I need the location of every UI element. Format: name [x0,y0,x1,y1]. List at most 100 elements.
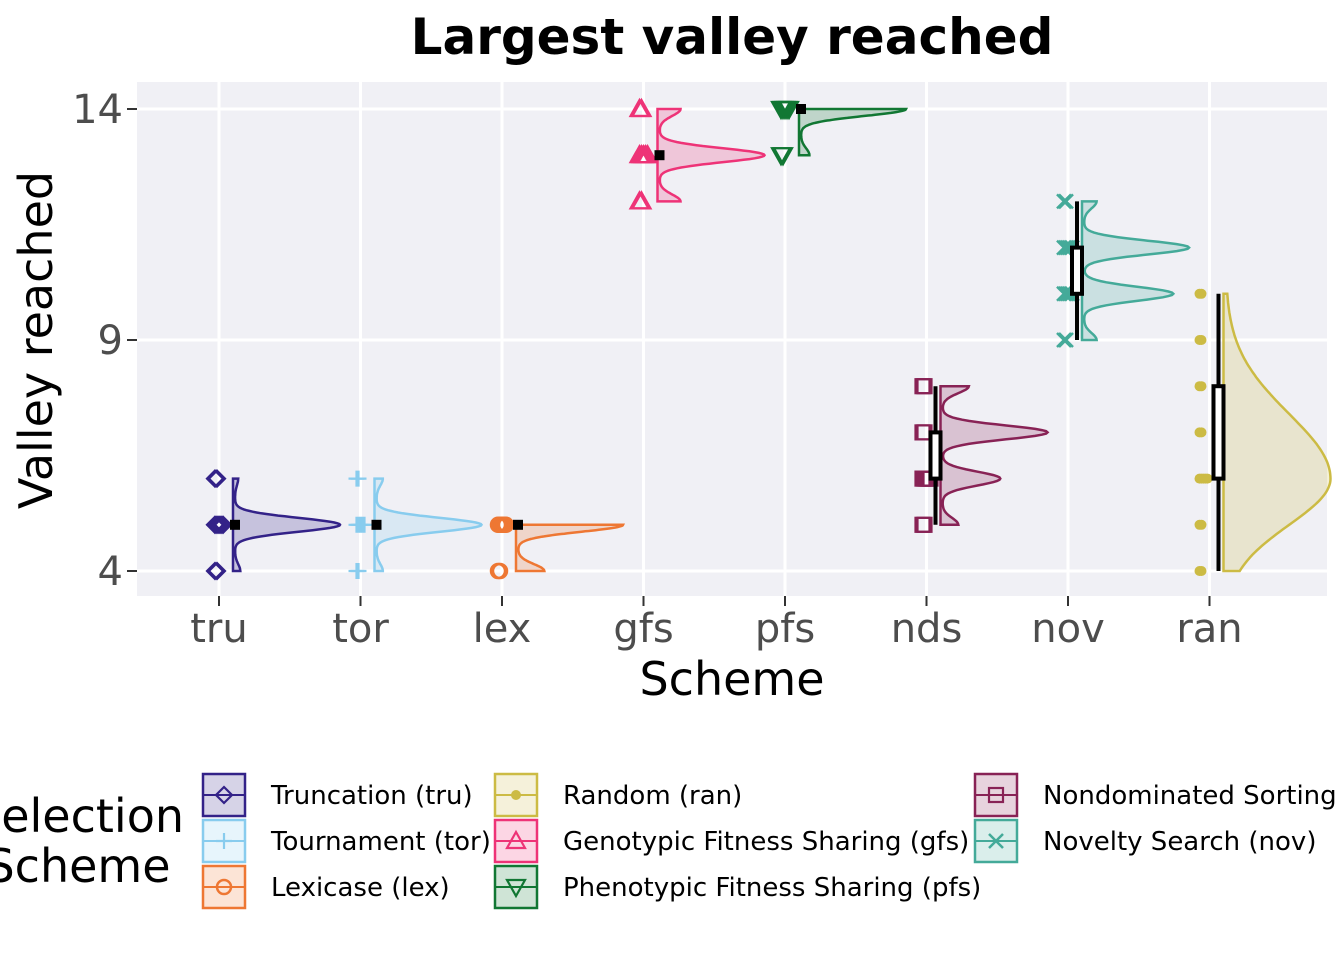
y-axis: 4 9 14 [72,87,137,595]
data-point [772,147,794,167]
legend-marker-icon [987,786,1005,804]
legend-entry-nov: Novelty Search (nov) [973,818,1316,864]
points-gfs [628,97,659,210]
data-point [209,515,229,535]
data-point [1196,381,1207,392]
density-cloud-gfs [656,107,767,203]
data-point [207,469,227,489]
legend-entry-ran: Random (ran) [493,772,742,818]
data-point [1202,473,1213,484]
chart-title: Largest valley reached [411,8,1054,66]
legend-entry-pfs: Phenotypic Fitness Sharing (pfs) [493,864,981,910]
x-tick-label: nov [1031,606,1105,652]
data-point [356,516,373,533]
density-cloud-tru [231,477,342,573]
data-point [213,515,233,535]
legend-entry-gfs: Genotypic Fitness Sharing (gfs) [493,818,969,864]
y-tick-label: 9 [98,318,123,364]
x-tick-label: gfs [613,606,673,652]
x-axis-title: Scheme [639,652,824,706]
x-tick-label: ran [1176,606,1242,652]
x-tick-label: pfs [755,606,815,652]
mean-marker-tru [230,519,240,530]
legend-entry-tor: Tournament (tor) [201,818,491,864]
legend-label: Novelty Search (nov) [1043,827,1316,857]
data-point [350,563,367,579]
x-axis: tru tor lex gfs pfs nds nov ran [190,596,1243,652]
x-tick-label: tru [190,606,247,652]
x-tick-label: nds [891,606,963,652]
legend-marker-icon [988,833,1004,849]
data-point [350,470,367,487]
mean-marker-tor [371,519,382,530]
data-point [1196,335,1207,345]
legend-label: Lexicase (lex) [271,873,450,903]
points-pfs [770,100,800,167]
data-point [778,100,800,121]
data-point [636,143,659,164]
box-ran [1211,384,1226,481]
points-tor [348,470,373,579]
mean-marker-pfs [796,104,806,114]
legend-marker-icon [215,878,233,896]
density-cloud-lex [514,523,626,573]
legend-marker-icon [505,829,527,850]
y-tick-label: 4 [98,549,123,595]
data-point [211,515,231,535]
legend-label: Tournament (tor) [270,827,491,857]
data-point [205,561,225,581]
legend-marker-icon [214,785,234,805]
density-cloud-tor [373,477,484,573]
data-point [630,190,653,210]
density-cloud-nov [1080,200,1191,342]
x-tick-label: lex [473,606,532,652]
x-tick-label: tor [332,606,389,652]
data-point [1196,427,1207,438]
mean-marker-gfs [654,150,665,161]
points-ran [1194,288,1213,576]
data-point [491,562,509,580]
legend-entry-nds: Nondominated Sorting (nds) [973,772,1344,818]
legend-label: Phenotypic Fitness Sharing (pfs) [563,873,981,903]
data-point [205,469,225,489]
mean-marker-lex [513,519,523,530]
data-point [916,516,933,533]
legend-marker-icon [216,833,232,849]
data-point [207,561,227,581]
legend: Selection Scheme Truncation (tru) Tournam… [0,772,1344,910]
data-point [207,515,227,535]
points-tru [205,469,233,581]
data-point [1196,566,1207,576]
density-cloud-ran [1222,292,1332,573]
legend-label: Nondominated Sorting (nds) [1043,781,1344,811]
box-nds [928,430,943,481]
data-point [1058,332,1074,348]
box-nov [1070,245,1084,296]
legend-items: Truncation (tru) Tournament (tor) Lexicase… [201,772,1344,910]
data-point [205,515,225,535]
data-point [1196,519,1207,530]
y-axis-title: Valley reached [9,171,63,509]
legend-label: Random (ran) [563,781,742,811]
data-point [630,97,653,118]
legend-marker-icon [511,790,521,800]
points-nov [1056,193,1080,348]
data-point [916,378,933,395]
data-points [205,97,1213,581]
legend-entry-tru: Truncation (tru) [201,772,473,818]
box-summaries [230,104,1226,571]
density-cloud-nds [939,384,1050,527]
legend-label: Truncation (tru) [270,781,473,811]
legend-label: Genotypic Fitness Sharing (gfs) [563,827,969,857]
data-point [1056,332,1072,348]
y-tick-label: 14 [72,87,123,133]
legend-title-line-1: Selection [0,789,184,843]
data-point [1058,193,1074,210]
legend-entry-lex: Lexicase (lex) [201,864,450,910]
points-lex [489,516,515,580]
data-point [1196,288,1207,299]
legend-title-line-2: Scheme [0,839,171,893]
density-cloud-pfs [797,107,909,157]
data-point [1056,193,1072,210]
